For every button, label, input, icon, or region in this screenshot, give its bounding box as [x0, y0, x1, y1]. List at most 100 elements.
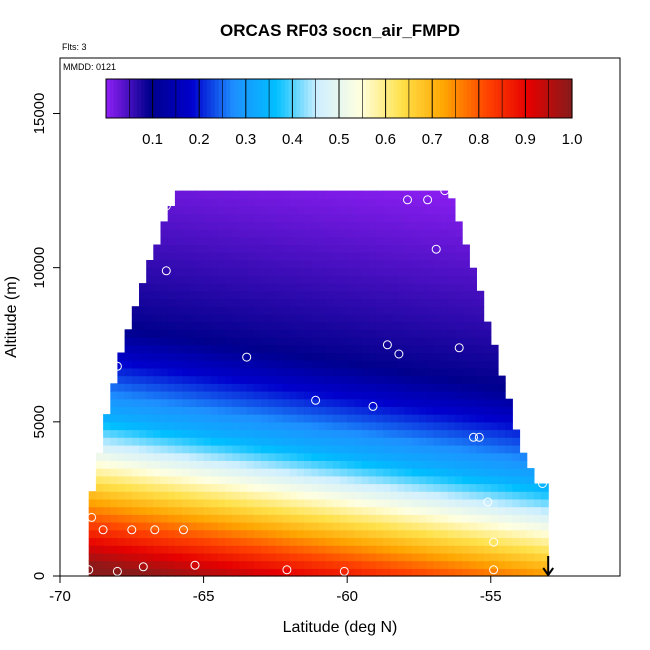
heatmap-cell: [440, 498, 449, 508]
heatmap-cell: [433, 383, 442, 392]
heatmap-cell: [275, 352, 284, 361]
heatmap-cell: [419, 298, 427, 307]
sample-point: [423, 195, 433, 205]
heatmap-cell: [167, 460, 176, 469]
heatmap-cell: [347, 445, 355, 454]
heatmap-cell: [462, 283, 470, 292]
heatmap-cell: [383, 522, 391, 531]
heatmap-cell: [296, 460, 305, 469]
heatmap-cell: [426, 506, 434, 515]
heatmap-cell: [318, 313, 327, 323]
heatmap-cell: [174, 552, 183, 562]
heatmap-cell: [239, 483, 248, 492]
heatmap-cell: [462, 529, 470, 539]
heatmap-cell: [225, 275, 233, 284]
heatmap-cell: [196, 198, 205, 207]
heatmap-cell: [419, 491, 427, 500]
heatmap-cell: [275, 522, 284, 531]
heatmap-cell: [146, 290, 154, 300]
heatmap-cell: [268, 537, 276, 546]
heatmap-cell: [268, 514, 276, 523]
heatmap-cell: [146, 352, 154, 361]
heatmap-cell: [253, 421, 262, 431]
heatmap-cell: [426, 537, 434, 546]
heatmap-cell: [454, 283, 463, 292]
heatmap-cell: [289, 429, 298, 438]
heatmap-cell: [160, 306, 169, 315]
heatmap-cell: [440, 337, 449, 346]
colorbar-cell: [405, 79, 410, 118]
heatmap-cell: [483, 568, 492, 577]
heatmap-cell: [239, 298, 248, 307]
heatmap-cell: [404, 198, 413, 207]
heatmap-cell: [146, 298, 154, 307]
heatmap-cell: [469, 329, 477, 338]
heatmap-cell: [139, 452, 147, 461]
heatmap-cell: [139, 568, 147, 577]
heatmap-cell: [490, 545, 499, 554]
heatmap-cell: [419, 452, 427, 461]
heatmap-cell: [347, 391, 355, 400]
heatmap-cell: [131, 398, 140, 407]
heatmap-cell: [167, 313, 176, 323]
heatmap-cell: [210, 321, 219, 330]
heatmap-cell: [282, 375, 291, 384]
heatmap-cell: [375, 198, 384, 207]
heatmap-cell: [426, 236, 434, 246]
heatmap-cell: [268, 437, 276, 446]
heatmap-cell: [419, 537, 427, 546]
heatmap-cell: [447, 445, 456, 454]
heatmap-cell: [261, 206, 269, 215]
heatmap-cell: [347, 360, 355, 369]
colorbar-cell: [373, 79, 379, 118]
heatmap-cell: [304, 398, 312, 407]
heatmap-cell: [103, 514, 111, 523]
heatmap-cell: [289, 267, 298, 276]
heatmap-cell: [282, 537, 291, 546]
heatmap-cell: [411, 375, 420, 384]
heatmap-cell: [497, 414, 506, 423]
heatmap-cell: [375, 283, 384, 292]
colorbar-cell: [440, 79, 445, 118]
heatmap-cell: [232, 421, 241, 431]
heatmap-cell: [296, 306, 305, 315]
heatmap-cell: [196, 429, 205, 438]
heatmap-cell: [347, 283, 355, 292]
heatmap-cell: [426, 260, 434, 269]
heatmap-cell: [462, 337, 470, 346]
heatmap-cell: [440, 452, 449, 461]
heatmap-cell: [462, 483, 470, 492]
heatmap-cell: [189, 267, 197, 276]
heatmap-cell: [383, 244, 391, 253]
heatmap-cell: [497, 383, 506, 392]
heatmap-cell: [325, 452, 334, 461]
colorbar-cell: [540, 79, 546, 118]
heatmap-cell: [217, 283, 226, 292]
heatmap-cell: [239, 337, 248, 346]
heatmap-cell: [182, 190, 190, 199]
heatmap-cell: [203, 445, 212, 454]
heatmap-cell: [512, 514, 521, 523]
heatmap-cell: [174, 229, 183, 238]
heatmap-cell: [210, 198, 219, 207]
heatmap-cell: [160, 290, 169, 300]
heatmap-cell: [167, 337, 176, 346]
heatmap-cell: [246, 506, 255, 515]
heatmap-cell: [103, 506, 111, 515]
heatmap-cell: [174, 406, 183, 415]
heatmap-cell: [411, 198, 420, 207]
heatmap-cell: [296, 421, 305, 431]
heatmap-cell: [318, 414, 327, 423]
heatmap-cell: [253, 522, 262, 531]
heatmap-cell: [261, 306, 269, 315]
heatmap-cell: [139, 498, 147, 508]
heatmap-cell: [289, 213, 298, 222]
heatmap-cell: [167, 344, 176, 354]
heatmap-cell: [397, 236, 406, 246]
heatmap-cell: [174, 537, 183, 546]
heatmap-cell: [253, 360, 262, 369]
heatmap-cell: [210, 514, 219, 523]
heatmap-cell: [368, 498, 377, 508]
heatmap-cell: [139, 391, 147, 400]
heatmap-cell: [275, 514, 284, 523]
